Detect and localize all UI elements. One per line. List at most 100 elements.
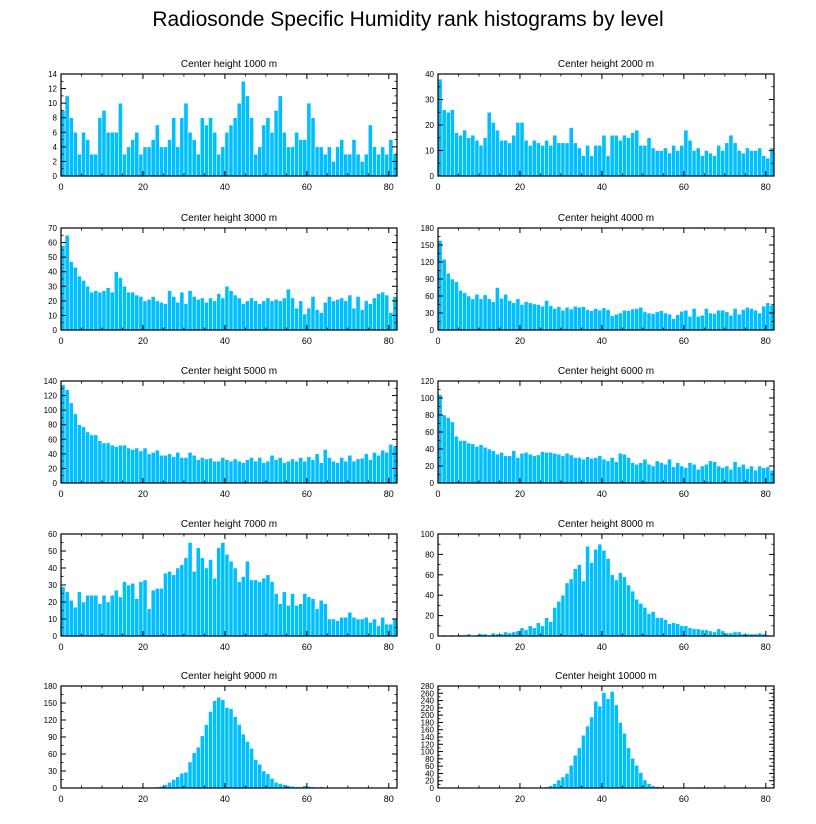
- histogram-bar: [195, 746, 201, 789]
- x-tick-label: 0: [435, 642, 440, 652]
- histogram-bar: [634, 599, 640, 637]
- histogram-bar: [663, 619, 668, 637]
- histogram-bar: [216, 460, 222, 484]
- histogram-bar: [659, 462, 664, 484]
- histogram-bar: [347, 611, 353, 637]
- histogram-bar: [511, 450, 517, 484]
- histogram-bar: [294, 460, 299, 484]
- histogram-bar: [683, 467, 689, 484]
- histogram-bar: [331, 300, 336, 331]
- y-tick-label: 120: [44, 392, 58, 401]
- histogram-bar: [314, 453, 320, 484]
- histogram-bar: [175, 776, 181, 789]
- histogram-bar: [552, 607, 558, 637]
- histogram-bar: [212, 577, 217, 637]
- histogram-bar: [64, 389, 70, 484]
- histogram-bar: [142, 447, 148, 484]
- histogram-bar: [298, 457, 304, 484]
- histogram-bar: [568, 765, 574, 789]
- histogram-bar: [122, 153, 127, 177]
- histogram-bar: [327, 296, 332, 331]
- histogram-bar: [515, 298, 521, 331]
- histogram-bar: [654, 150, 660, 177]
- histogram-bar: [388, 623, 394, 637]
- histogram-bar: [699, 629, 705, 637]
- histogram-bar: [667, 152, 672, 177]
- x-tick-label: 60: [302, 794, 312, 804]
- x-tick-label: 0: [58, 642, 63, 652]
- histogram-bar: [118, 444, 123, 484]
- histogram-bar: [454, 132, 459, 177]
- histogram-bar: [642, 779, 648, 789]
- histogram-bar: [261, 577, 267, 637]
- histogram-bar: [249, 117, 254, 177]
- histogram-bar: [187, 542, 193, 637]
- y-tick-label: 40: [48, 564, 57, 573]
- histogram-bar: [486, 112, 492, 177]
- histogram-bar: [613, 313, 619, 331]
- x-tick-label: 80: [384, 182, 394, 192]
- histogram-bar: [109, 132, 115, 177]
- histogram-bar: [704, 464, 709, 484]
- histogram-bar: [568, 127, 574, 177]
- histogram-bar: [265, 297, 271, 331]
- histogram-bar: [757, 312, 762, 331]
- histogram-bar: [601, 307, 607, 331]
- histogram-bar: [97, 291, 103, 331]
- histogram-bar: [73, 132, 78, 177]
- histogram-bar: [515, 630, 521, 637]
- y-tick-label: 100: [44, 406, 58, 415]
- histogram-bar: [85, 594, 90, 637]
- histogram-bar: [286, 460, 291, 484]
- histogram-bar: [257, 457, 263, 484]
- histogram-bar: [327, 146, 332, 177]
- histogram-bar: [560, 776, 566, 789]
- histogram-bar: [593, 145, 599, 177]
- histogram-bar: [232, 567, 238, 637]
- histogram-bar: [564, 307, 570, 331]
- histogram-bar: [73, 413, 78, 484]
- y-tick-label: 10: [425, 147, 434, 156]
- histogram-bar: [761, 305, 767, 331]
- histogram-bar: [642, 311, 648, 331]
- histogram-bar: [560, 309, 566, 331]
- histogram-bar: [474, 294, 480, 331]
- y-tick-label: 0: [430, 479, 435, 488]
- histogram-bar: [241, 81, 246, 177]
- histogram-bar: [728, 134, 734, 177]
- histogram-bar: [659, 617, 664, 637]
- histogram-bar: [491, 122, 496, 177]
- histogram-bar: [208, 117, 213, 177]
- histogram-bar: [585, 456, 590, 484]
- histogram-bar: [552, 134, 558, 177]
- histogram-bar: [556, 779, 562, 789]
- y-tick-label: 140: [421, 733, 435, 742]
- histogram-bar: [138, 153, 144, 177]
- histogram-bar: [187, 132, 193, 177]
- histogram-bar: [650, 611, 656, 637]
- histogram-bar: [601, 692, 607, 789]
- histogram-bar: [130, 291, 136, 331]
- histogram-bar: [585, 145, 590, 177]
- histogram-bar: [577, 147, 582, 177]
- histogram-bar: [212, 132, 217, 177]
- histogram-bar: [581, 155, 586, 177]
- histogram-bar: [568, 454, 574, 484]
- histogram-bar: [101, 290, 107, 331]
- histogram-bar: [638, 772, 644, 789]
- histogram-bar: [318, 600, 324, 637]
- y-tick-label: 80: [425, 755, 434, 764]
- histogram-bar: [634, 464, 640, 484]
- histogram-bar: [650, 465, 656, 484]
- histogram-bar: [130, 583, 136, 637]
- histogram-bar: [277, 783, 283, 789]
- histogram-bar: [343, 460, 349, 484]
- histogram-bar: [273, 299, 279, 331]
- histogram-panel-1: Center height 1000 m 0 20 40 60 80 0 2 4 6 8 10 12 14: [48, 59, 398, 192]
- y-tick-label: 60: [48, 530, 57, 539]
- histogram-bar: [585, 725, 590, 789]
- histogram-bar: [314, 309, 320, 331]
- histogram-bar: [683, 625, 689, 637]
- histogram-bar: [163, 572, 168, 637]
- histogram-bar: [626, 457, 631, 484]
